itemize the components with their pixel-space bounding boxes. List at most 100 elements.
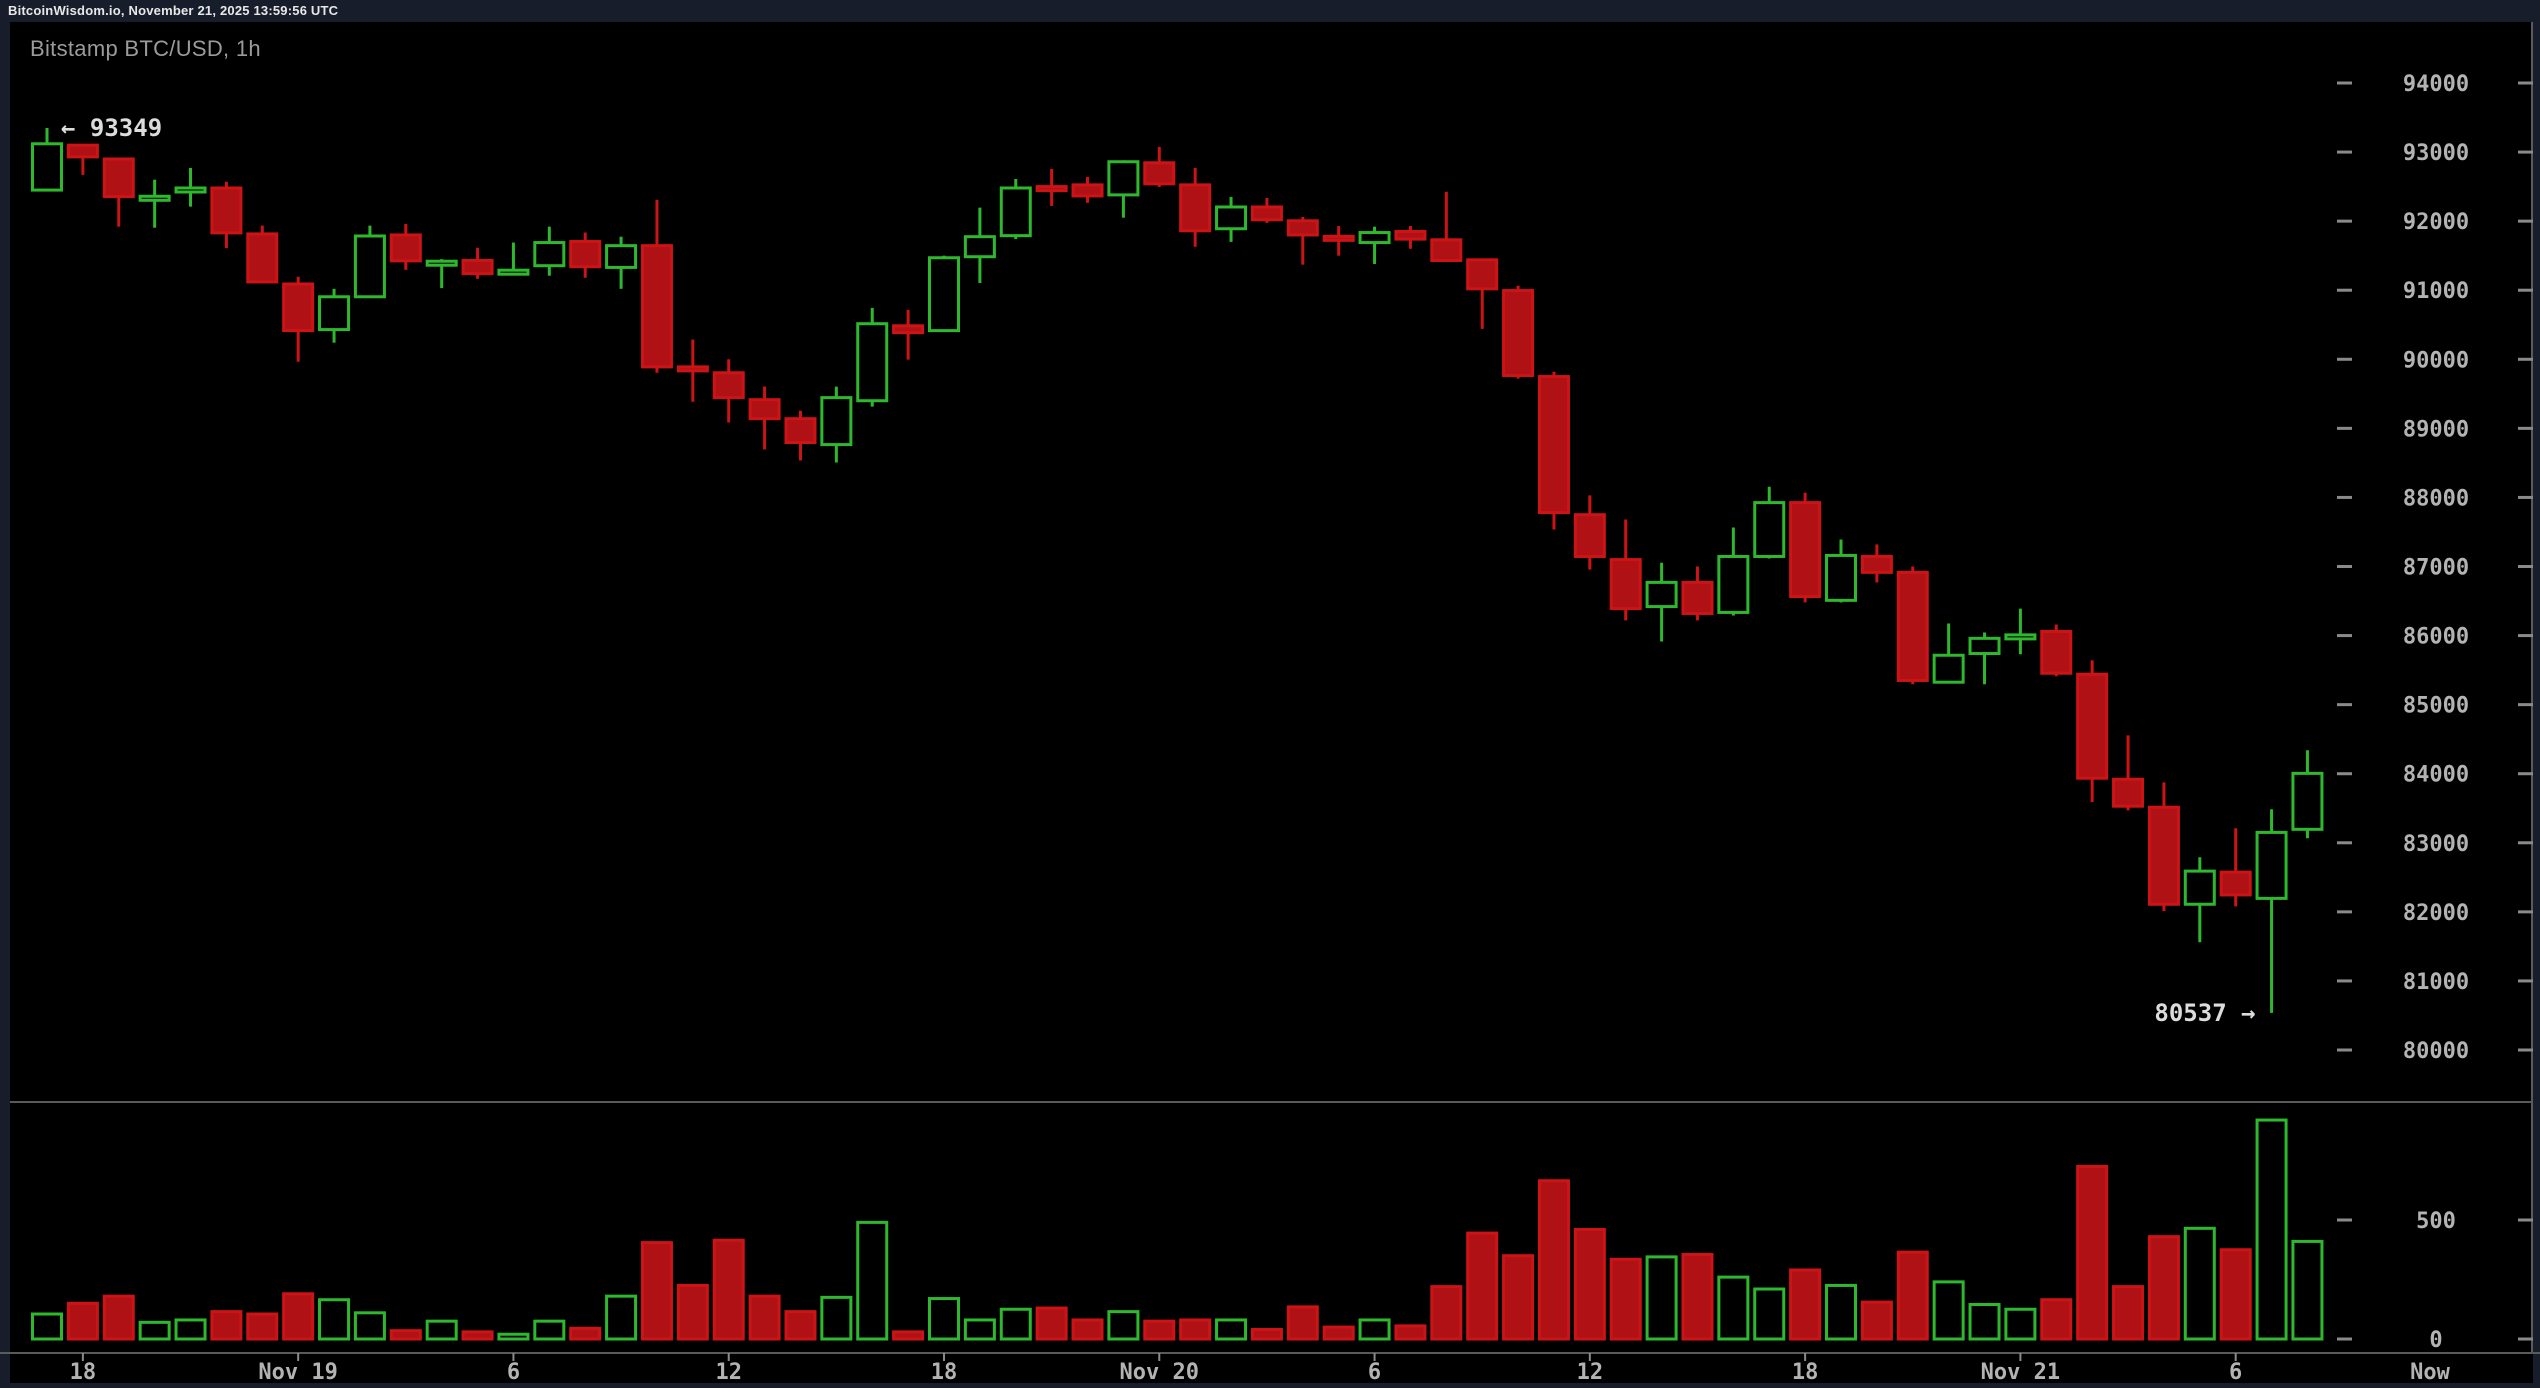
volume-bar[interactable]: [1071, 1318, 1104, 1341]
candle[interactable]: [1717, 554, 1750, 614]
volume-bar[interactable]: [1286, 1305, 1319, 1341]
candle[interactable]: [2291, 771, 2324, 831]
volume-bar[interactable]: [1107, 1310, 1140, 1341]
volume-bar[interactable]: [640, 1241, 673, 1341]
candle[interactable]: [31, 142, 63, 192]
candle[interactable]: [1322, 234, 1355, 242]
candle[interactable]: [2076, 672, 2109, 780]
candle[interactable]: [497, 268, 530, 276]
volume-bar[interactable]: [497, 1332, 530, 1341]
volume-bar[interactable]: [856, 1220, 889, 1341]
candle[interactable]: [820, 396, 853, 447]
volume-bar[interactable]: [210, 1310, 243, 1341]
candle[interactable]: [2040, 629, 2073, 675]
volume-bar[interactable]: [1358, 1318, 1391, 1341]
volume-bar[interactable]: [31, 1312, 63, 1341]
volume-bar[interactable]: [1143, 1319, 1176, 1341]
candle[interactable]: [1358, 231, 1391, 245]
volume-bar[interactable]: [1215, 1318, 1248, 1341]
volume-bar[interactable]: [389, 1329, 422, 1341]
candle[interactable]: [1932, 653, 1965, 684]
candle[interactable]: [1860, 554, 1893, 574]
volume-bar[interactable]: [1502, 1254, 1535, 1341]
candle[interactable]: [66, 143, 99, 159]
candle[interactable]: [2004, 633, 2037, 641]
candle[interactable]: [1143, 161, 1176, 186]
volume-bar[interactable]: [784, 1310, 817, 1341]
candle[interactable]: [2183, 869, 2216, 906]
volume-bar[interactable]: [1537, 1179, 1570, 1341]
volume-bar[interactable]: [1896, 1250, 1929, 1341]
candle[interactable]: [1968, 636, 2001, 656]
volume-bar[interactable]: [1322, 1325, 1355, 1341]
volume-bar[interactable]: [461, 1330, 494, 1341]
candle[interactable]: [1645, 580, 1678, 609]
volume-bar[interactable]: [712, 1238, 745, 1341]
candle[interactable]: [856, 322, 889, 403]
volume-bar[interactable]: [2219, 1248, 2252, 1341]
candle[interactable]: [1466, 258, 1499, 291]
volume-bar[interactable]: [2076, 1164, 2109, 1341]
candle[interactable]: [784, 417, 817, 445]
volume-bar[interactable]: [1825, 1283, 1857, 1341]
volume-bar[interactable]: [2040, 1298, 2073, 1341]
volume-bar[interactable]: [102, 1294, 135, 1341]
volume-bar[interactable]: [928, 1297, 960, 1341]
volume-bar[interactable]: [2004, 1307, 2037, 1341]
volume-bar[interactable]: [1860, 1300, 1893, 1341]
candle[interactable]: [1071, 183, 1104, 198]
candle[interactable]: [174, 186, 207, 194]
candle[interactable]: [1573, 513, 1606, 558]
candle[interactable]: [1502, 289, 1535, 378]
candle[interactable]: [1250, 205, 1283, 222]
volume-bar[interactable]: [1645, 1255, 1678, 1341]
volume-bar[interactable]: [66, 1301, 99, 1341]
volume-bar[interactable]: [1430, 1285, 1463, 1341]
volume-bar[interactable]: [999, 1307, 1032, 1341]
volume-bar[interactable]: [425, 1319, 458, 1341]
volume-bar[interactable]: [282, 1292, 315, 1341]
candle[interactable]: [605, 244, 638, 269]
volume-bar[interactable]: [2147, 1235, 2180, 1341]
volume-bar[interactable]: [1789, 1268, 1822, 1341]
candle[interactable]: [138, 194, 171, 202]
volume-bar[interactable]: [1609, 1257, 1642, 1341]
candle[interactable]: [1286, 219, 1319, 237]
candle[interactable]: [389, 233, 422, 263]
volume-bar[interactable]: [2291, 1239, 2324, 1341]
volume-bar[interactable]: [2183, 1226, 2216, 1341]
candle[interactable]: [210, 186, 243, 235]
volume-bar[interactable]: [820, 1295, 853, 1341]
candle[interactable]: [892, 324, 925, 335]
candle[interactable]: [533, 241, 566, 268]
candle[interactable]: [999, 186, 1032, 238]
volume-bar[interactable]: [1250, 1327, 1283, 1341]
volume-bar[interactable]: [963, 1318, 996, 1341]
candle[interactable]: [569, 240, 602, 269]
candle[interactable]: [2219, 870, 2252, 897]
candle[interactable]: [640, 244, 673, 369]
candle[interactable]: [1107, 160, 1140, 197]
candle[interactable]: [461, 259, 494, 276]
candle[interactable]: [1537, 375, 1570, 515]
volume-bar[interactable]: [318, 1298, 351, 1341]
volume-bar[interactable]: [246, 1312, 279, 1341]
volume-bar[interactable]: [1035, 1306, 1068, 1341]
candle[interactable]: [2112, 777, 2145, 808]
volume-bar[interactable]: [1932, 1280, 1965, 1341]
candle[interactable]: [1394, 230, 1427, 241]
volume-bar[interactable]: [676, 1283, 709, 1341]
candle[interactable]: [2147, 805, 2180, 906]
volume-bar[interactable]: [2255, 1118, 2288, 1341]
volume-bar[interactable]: [533, 1319, 566, 1341]
volume-bar[interactable]: [605, 1294, 638, 1341]
volume-bar[interactable]: [1573, 1228, 1606, 1341]
candle[interactable]: [1609, 558, 1642, 611]
volume-bar[interactable]: [1466, 1231, 1499, 1341]
volume-bar[interactable]: [1717, 1275, 1750, 1341]
volume-bar[interactable]: [1968, 1302, 2001, 1341]
candle[interactable]: [1681, 580, 1714, 615]
candle[interactable]: [318, 295, 351, 332]
volume-bar[interactable]: [1753, 1287, 1786, 1341]
volume-bar[interactable]: [1394, 1324, 1427, 1341]
